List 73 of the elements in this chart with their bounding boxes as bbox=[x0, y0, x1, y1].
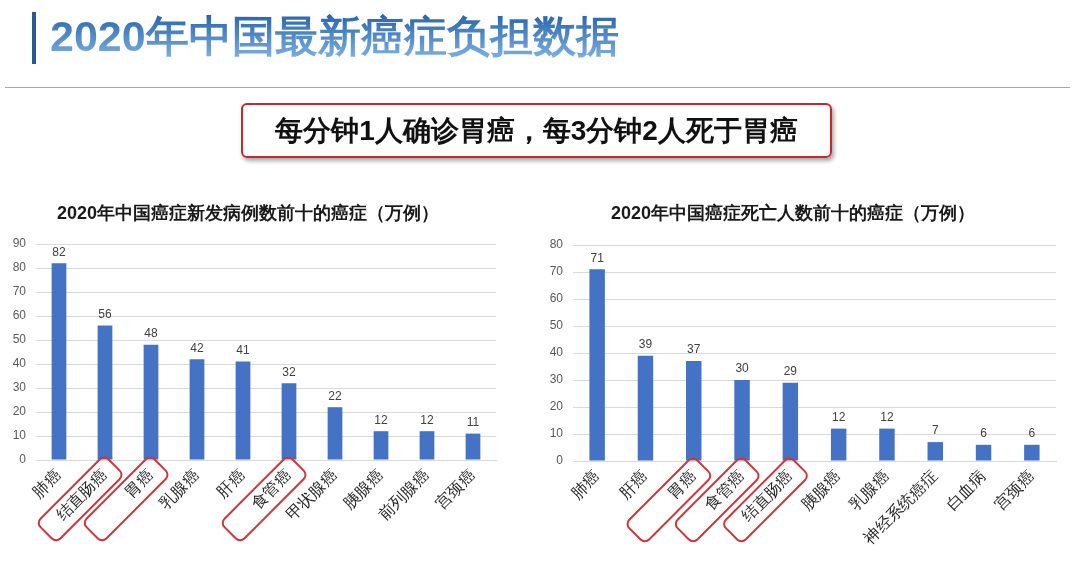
x-tick-label: 乳腺癌 bbox=[156, 466, 203, 512]
data-label: 30 bbox=[735, 361, 750, 376]
bar bbox=[879, 428, 895, 461]
data-label: 82 bbox=[52, 244, 66, 259]
data-label: 6 bbox=[980, 426, 988, 441]
data-label: 12 bbox=[880, 409, 894, 424]
data-label: 48 bbox=[144, 326, 158, 341]
data-label: 11 bbox=[466, 414, 480, 429]
data-label: 32 bbox=[282, 364, 296, 379]
bar bbox=[686, 361, 702, 461]
data-label: 6 bbox=[1028, 426, 1036, 441]
data-label: 39 bbox=[638, 337, 653, 352]
x-tick-label: 肝癌 bbox=[213, 466, 249, 501]
y-tick-label: 90 bbox=[12, 236, 27, 251]
bar bbox=[327, 407, 343, 460]
bar bbox=[281, 383, 297, 460]
x-tick-label: 胃癌 bbox=[121, 466, 157, 501]
y-tick-label: 30 bbox=[549, 372, 564, 387]
y-tick-label: 40 bbox=[12, 356, 27, 371]
bar bbox=[782, 382, 799, 461]
data-label: 12 bbox=[831, 409, 846, 424]
bar bbox=[373, 431, 389, 460]
x-tick-label: 肺癌 bbox=[567, 467, 603, 502]
bar bbox=[975, 444, 992, 461]
bar bbox=[589, 269, 605, 461]
x-tick-label: 肺癌 bbox=[29, 466, 65, 501]
y-tick-label: 40 bbox=[549, 345, 564, 360]
y-tick-label: 50 bbox=[549, 318, 564, 333]
data-label: 7 bbox=[931, 423, 939, 438]
bar bbox=[734, 380, 750, 461]
bar bbox=[637, 355, 654, 461]
y-tick-label: 10 bbox=[12, 428, 27, 443]
bar bbox=[830, 428, 847, 461]
x-tick-label: 宫颈癌 bbox=[432, 466, 479, 512]
data-label: 41 bbox=[236, 342, 250, 357]
bar bbox=[419, 431, 435, 460]
y-tick-label: 0 bbox=[19, 452, 27, 467]
y-tick-label: 80 bbox=[549, 237, 564, 252]
data-label: 71 bbox=[590, 250, 605, 265]
data-label: 29 bbox=[783, 364, 798, 379]
y-tick-label: 20 bbox=[549, 399, 564, 414]
chart-title: 2020年中国癌症死亡人数前十的癌症（万例） bbox=[610, 202, 976, 223]
y-tick-label: 20 bbox=[12, 404, 27, 419]
text: 2020年中国最新癌症负担数据 bbox=[50, 9, 619, 63]
chart-title: 2020年中国癌症新发病例数前十的癌症（万例） bbox=[56, 202, 440, 223]
bar bbox=[51, 263, 67, 460]
y-tick-label: 60 bbox=[12, 308, 27, 323]
y-tick-label: 0 bbox=[556, 453, 564, 468]
bar bbox=[1024, 444, 1040, 461]
x-tick-label: 肝癌 bbox=[616, 467, 651, 502]
bar bbox=[189, 359, 205, 460]
data-label: 56 bbox=[98, 306, 112, 321]
y-tick-label: 80 bbox=[12, 260, 27, 275]
x-tick-label: 胃癌 bbox=[664, 467, 699, 502]
y-tick-label: 10 bbox=[549, 426, 564, 441]
bar bbox=[927, 442, 943, 461]
y-tick-label: 70 bbox=[549, 264, 564, 279]
data-label: 12 bbox=[374, 412, 388, 427]
data-label: 42 bbox=[190, 340, 204, 355]
data-label: 12 bbox=[420, 412, 434, 427]
bar bbox=[143, 344, 159, 460]
data-label: 22 bbox=[328, 388, 342, 403]
bar bbox=[97, 325, 113, 460]
y-tick-label: 70 bbox=[12, 284, 27, 299]
bar bbox=[235, 361, 251, 460]
x-tick-label: 白血病 bbox=[942, 467, 989, 513]
bar bbox=[465, 433, 481, 460]
x-tick-label: 胰腺癌 bbox=[797, 467, 844, 513]
x-tick-label: 宫颈癌 bbox=[991, 467, 1038, 513]
data-label: 37 bbox=[687, 342, 701, 357]
y-tick-label: 50 bbox=[12, 332, 27, 347]
y-tick-label: 60 bbox=[549, 291, 564, 306]
y-tick-label: 30 bbox=[12, 380, 27, 395]
